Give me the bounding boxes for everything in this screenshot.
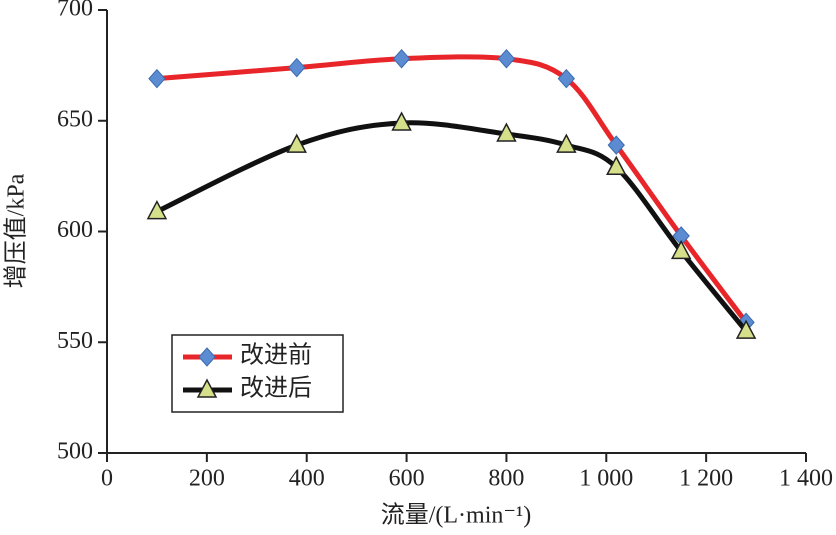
x-tick-label: 1 000 [579,466,633,492]
triangle-marker [496,122,517,142]
diamond-marker [148,68,166,89]
triangle-marker [556,133,577,153]
triangle-marker [146,199,168,220]
diamond-marker [497,48,516,69]
legend-label: 改进前 [240,342,312,369]
triangle-marker [606,155,627,176]
x-tick-label: 1 400 [779,466,833,492]
x-axis-label: 流量/(L·min⁻¹) [381,502,532,529]
triangle-marker [735,319,757,339]
y-axis-label: 增压值/kPa [3,173,30,288]
x-tick-label: 1 200 [679,466,733,492]
y-tick-label: 650 [57,106,93,132]
triangle-marker [286,133,307,153]
y-tick-label: 500 [57,439,93,465]
legend-box [171,334,344,413]
x-tick-label: 800 [488,466,524,492]
diamond-marker [557,68,576,89]
series-line [156,54,749,324]
x-tick-label: 400 [289,466,325,492]
y-tick-label: 700 [57,0,93,22]
legend-label: 改进后 [240,375,312,402]
diamond-marker [607,135,625,155]
series-line [155,120,749,333]
triangle-marker [391,111,412,131]
x-tick-label: 600 [389,466,425,492]
y-tick-label: 550 [57,328,93,354]
diamond-marker [392,48,411,69]
x-tick-label: 200 [189,466,225,492]
x-tick-label: 0 [101,466,113,492]
diamond-marker [288,57,306,78]
triangle-marker [196,378,218,398]
y-tick-label: 600 [57,217,93,243]
diamond-marker [198,347,216,367]
triangle-marker [670,239,692,260]
